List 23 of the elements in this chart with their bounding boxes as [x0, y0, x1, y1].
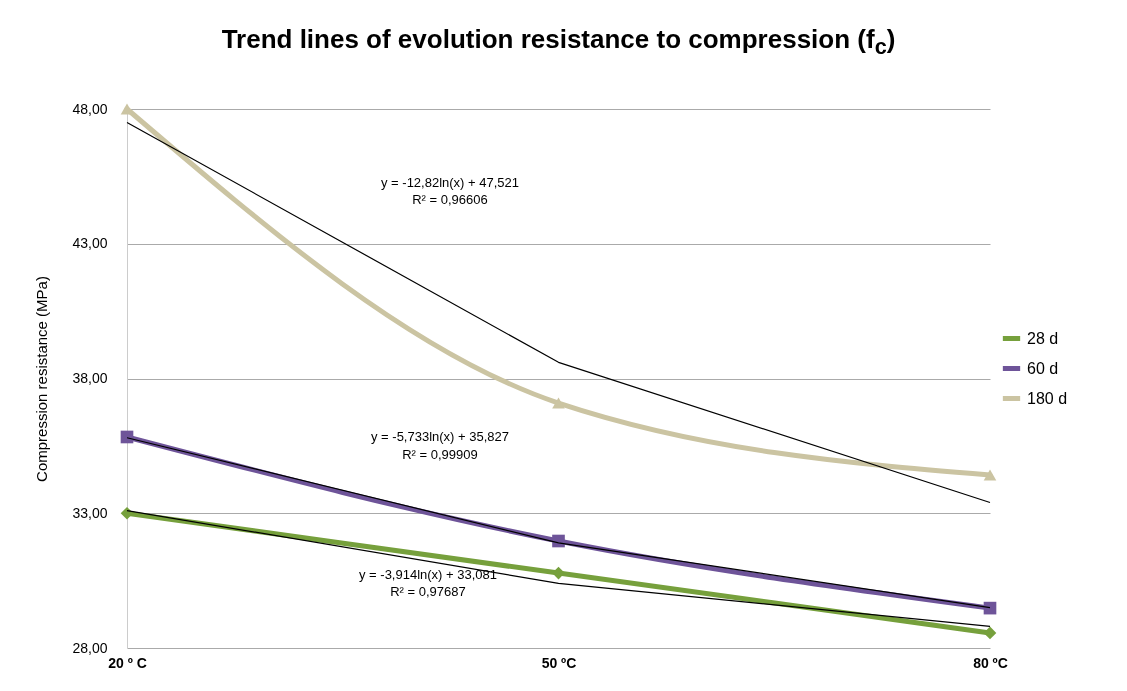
x-tick-label: 80 ºC [973, 654, 1008, 671]
y-tick-label: 28,00 [72, 639, 108, 656]
annotation: y = -3,914ln(x) + 33,081 [358, 567, 498, 582]
point [983, 626, 997, 640]
annotation: R² = 0,96606 [412, 192, 488, 207]
annotation: R² = 0,99909 [402, 447, 478, 462]
point [552, 397, 565, 409]
x-tick-label: 20 º C [108, 654, 147, 671]
point [552, 566, 565, 580]
y-tick-label: 48,00 [72, 100, 108, 117]
legend-label: 28 d [1027, 329, 1059, 347]
y-tick-label: 33,00 [72, 504, 108, 521]
annotation: R² = 0,97687 [390, 584, 466, 599]
y-axis-title: Compression resistance (MPa) [33, 276, 51, 482]
chart-title: Trend lines of evolution resistance to compression (f$_{c}$) [220, 24, 897, 61]
y-tick-label: 43,00 [72, 235, 108, 252]
y-tick-label: 38,00 [72, 370, 108, 386]
legend-label: 60 d [1027, 359, 1059, 377]
x-tick-label: 50 ºC [541, 654, 577, 671]
annotation: y = -12,82ln(x) + 47,521 [380, 175, 520, 190]
legend-label: 180 d [1027, 389, 1068, 407]
annotation: y = -5,733ln(x) + 35,827 [370, 429, 510, 444]
point [983, 469, 997, 481]
